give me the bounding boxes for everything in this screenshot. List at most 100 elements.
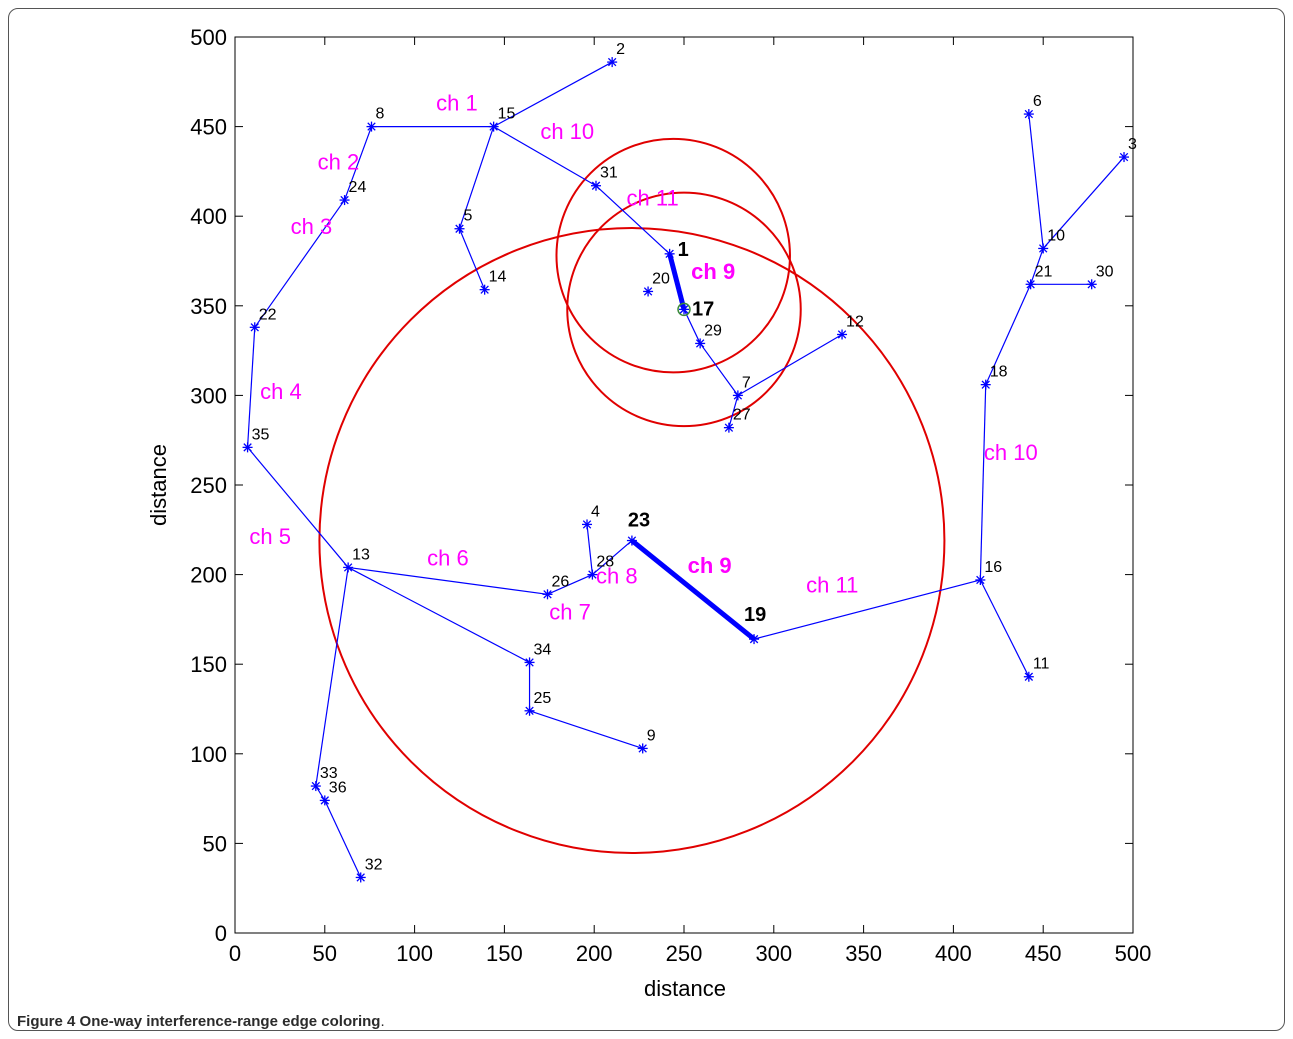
node-label: 25 [534,690,552,707]
node-marker [1086,279,1097,290]
y-tick-label: 450 [190,115,227,140]
y-tick-label: 0 [215,921,227,946]
node-label: 4 [591,503,600,520]
edge [728,395,739,428]
node-label: 22 [259,306,277,323]
y-tick-label: 150 [190,652,227,677]
y-tick-label: 200 [190,563,227,588]
node-marker [643,286,654,297]
y-tick-label: 500 [190,25,227,50]
node-marker [607,57,618,68]
node-marker [454,223,465,234]
node-marker [242,442,253,453]
node-marker [679,304,689,315]
x-tick-label: 100 [396,941,433,966]
caption-text: One-way interference-range edge coloring [79,1013,381,1030]
node-marker [542,589,553,600]
nodes-layer [242,57,1130,883]
node-marker [524,657,535,668]
edge [1030,248,1044,285]
node-marker [1023,109,1034,120]
interference-circle [555,137,791,374]
channel-label: ch 11 [806,573,858,598]
ticks-layer: 0 50 100 150 200 250 300 350 400 450 500 0 50 100 150 2… [190,25,1151,966]
node-marker [355,872,366,883]
node-marker [837,329,848,340]
edge [529,710,643,749]
channel-label: ch 7 [549,599,591,624]
y-tick-label: 100 [190,742,227,767]
node-label: 29 [704,322,722,339]
edge [347,566,530,663]
node-label: 36 [329,779,347,796]
edge [1028,113,1044,249]
node-marker [695,338,706,349]
node-label: 33 [320,765,338,782]
y-tick-label: 300 [190,383,227,408]
x-tick-label: 0 [229,941,241,966]
edge [595,185,671,255]
node-label: 20 [652,270,670,287]
node-marker [980,379,991,390]
node-marker [749,634,760,645]
edge [985,284,1032,385]
x-tick-label: 350 [845,941,882,966]
node-marker [664,248,675,259]
channel-label: ch 3 [291,214,333,239]
channel-label: ch 9 [688,553,732,578]
edges-layer [246,61,1125,878]
edge [343,126,373,201]
node-label: 18 [990,364,1008,381]
node-label: 23 [628,510,650,532]
node-label: 19 [744,604,766,626]
edge [458,228,486,290]
node-marker [587,569,598,580]
edge [699,343,739,396]
edge [547,574,593,595]
node-marker [582,519,593,530]
edge [254,199,346,328]
y-tick-label: 400 [190,204,227,229]
node-label: 8 [375,106,384,123]
node-marker [975,574,986,585]
y-axis-label: distance [146,444,171,526]
channel-label: ch 9 [691,259,735,284]
channel-label: ch 5 [249,524,291,549]
node-label: 32 [365,856,383,873]
edge [979,579,1030,678]
node-label: 5 [464,208,473,225]
x-tick-label: 500 [1115,941,1152,966]
axes-box [234,36,1134,934]
interference-circle [318,227,946,855]
x-tick-label: 400 [935,941,972,966]
channel-label: ch 8 [596,564,638,589]
node-label: 34 [534,641,552,658]
edge [246,327,256,448]
node-marker [1119,152,1130,163]
node-label: 12 [846,313,864,330]
node-marker [637,743,648,754]
edge [753,579,981,640]
x-tick-label: 250 [666,941,703,966]
edge [979,384,987,580]
channel-label: ch 1 [436,90,478,115]
node-marker [249,322,260,333]
edge [247,446,349,568]
figure-frame [8,8,1285,1031]
figure-caption: Figure 4 One-way interference-range edge… [17,1013,385,1030]
node-label: 9 [647,727,656,744]
edge [315,567,349,787]
node-label: 15 [498,106,516,123]
edge [458,126,495,229]
edge [493,126,597,187]
x-tick-label: 150 [486,941,523,966]
channel-labels-layer: ch 1 ch 2 ch 3 ch 4 ch 5 ch 6 ch 7ch 8 ch 9 ch 9… [249,90,1037,624]
channel-label: ch 10 [984,440,1038,465]
node-label: 28 [596,554,614,571]
edge-bold [630,538,756,642]
node-marker [1038,243,1049,254]
edge [1042,156,1125,249]
node-label: 26 [552,573,570,590]
